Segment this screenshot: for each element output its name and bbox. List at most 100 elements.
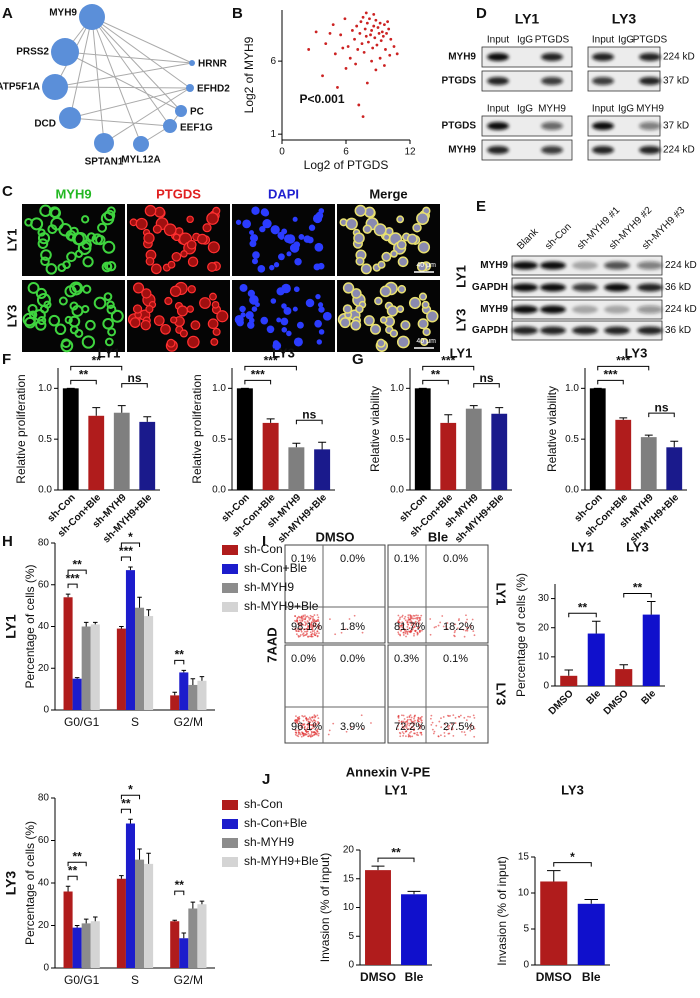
bar	[465, 408, 482, 490]
event	[440, 734, 442, 737]
lane-label: MYH9	[636, 104, 664, 115]
event	[409, 714, 412, 717]
significance-label: ***	[616, 354, 630, 368]
y-tick-label: 1.0	[212, 383, 226, 394]
event	[402, 623, 405, 626]
point	[374, 68, 378, 72]
legend-label: sh-MYH9	[244, 580, 294, 594]
cell	[106, 261, 117, 272]
event	[451, 728, 454, 731]
event	[435, 625, 437, 628]
event	[302, 715, 305, 718]
x-tick-label: Ble	[584, 688, 603, 707]
x-tick-label: G0/G1	[64, 715, 100, 729]
error-bar	[128, 566, 133, 571]
event	[404, 725, 407, 728]
event	[312, 620, 315, 623]
cell	[379, 285, 392, 298]
panel-label: E	[476, 198, 486, 215]
significance-label: ns	[302, 407, 316, 421]
significance-bracket	[422, 365, 475, 371]
bar	[365, 870, 391, 965]
bar	[197, 680, 207, 710]
event	[297, 630, 300, 632]
panel-label: C	[2, 183, 13, 200]
event	[421, 629, 423, 632]
event	[309, 717, 312, 720]
error-bar	[128, 818, 133, 824]
point	[358, 31, 362, 35]
cell	[207, 241, 220, 254]
error-bar	[181, 669, 187, 673]
cell	[187, 285, 196, 294]
event	[317, 734, 320, 737]
event	[313, 630, 316, 632]
point	[385, 31, 388, 35]
event	[307, 735, 310, 738]
event	[397, 728, 399, 731]
event	[317, 625, 320, 628]
lane-label: Input	[487, 35, 509, 46]
point	[378, 21, 382, 25]
bar	[144, 616, 154, 710]
blot-band	[540, 261, 566, 270]
blot-band	[604, 326, 630, 335]
error-bar	[584, 898, 598, 904]
blot-band	[512, 283, 538, 292]
blot-band	[487, 146, 509, 154]
network-edge	[91, 16, 193, 64]
event	[298, 628, 301, 630]
event	[406, 723, 409, 726]
event	[453, 631, 456, 634]
cell	[207, 318, 219, 330]
cell	[293, 241, 301, 249]
point	[367, 40, 370, 44]
event	[302, 618, 304, 620]
cell	[315, 293, 321, 300]
point	[395, 52, 399, 56]
event	[466, 727, 469, 730]
cell	[140, 319, 152, 331]
blot-band	[639, 77, 661, 85]
cell	[281, 327, 288, 333]
event	[309, 617, 312, 620]
bar	[135, 607, 145, 710]
event	[447, 732, 450, 735]
cell	[314, 319, 322, 328]
point	[364, 34, 368, 38]
cell	[74, 328, 84, 338]
legend-swatch	[222, 602, 238, 612]
cell	[296, 321, 304, 329]
event	[299, 634, 302, 636]
cell	[85, 319, 96, 331]
event	[296, 722, 299, 725]
error-bar	[83, 621, 89, 627]
error-bar	[190, 901, 196, 909]
cell	[396, 239, 407, 250]
point	[364, 11, 368, 15]
quadrant-label: 3.9%	[340, 721, 365, 733]
significance-bracket	[67, 569, 87, 575]
flow-x-label: Annexin V-PE	[346, 764, 431, 779]
y-tick-label: 0	[523, 960, 529, 971]
error-bar	[266, 418, 275, 423]
event	[454, 722, 457, 724]
event	[309, 735, 312, 738]
cell	[164, 296, 173, 306]
quadrant-label: 0.3%	[394, 653, 419, 665]
cell	[318, 208, 325, 214]
bar	[63, 597, 73, 710]
event	[473, 716, 476, 719]
panel-label: J	[262, 771, 270, 788]
event	[305, 628, 308, 630]
bar	[314, 449, 331, 490]
event	[316, 728, 319, 731]
chart-title: LY3	[272, 345, 295, 360]
event	[317, 722, 320, 725]
event	[439, 621, 442, 624]
event	[310, 733, 313, 736]
event	[413, 727, 416, 730]
event	[410, 614, 412, 617]
event	[473, 727, 476, 730]
